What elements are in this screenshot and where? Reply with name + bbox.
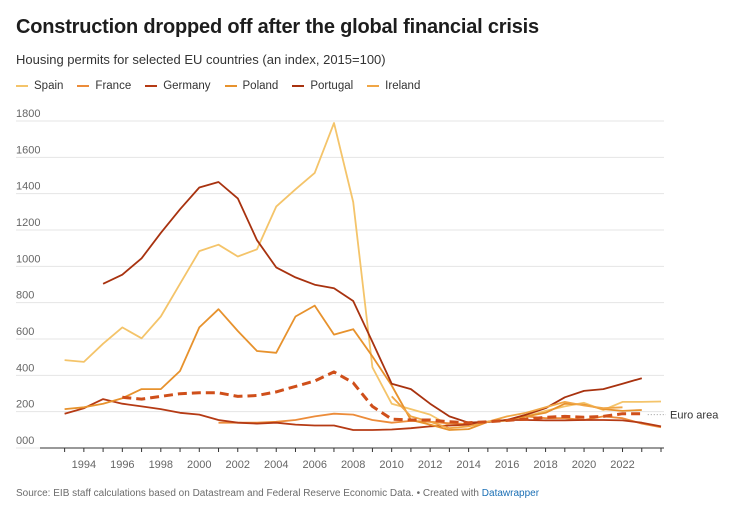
x-tick-label: 1994 bbox=[72, 459, 96, 471]
legend-swatch bbox=[16, 85, 28, 87]
y-axis-ticks: 1800 1600 1400 1200 1000 800 600 400 200 000 bbox=[16, 108, 40, 447]
series-line-euro-area[interactable] bbox=[122, 370, 642, 425]
legend-label: France bbox=[95, 80, 132, 92]
y-tick-label: 1600 bbox=[16, 144, 40, 156]
x-tick-label: 2004 bbox=[264, 459, 288, 471]
series-line-germany[interactable] bbox=[64, 398, 662, 431]
annotations: Euro area bbox=[647, 410, 719, 422]
x-tick-label: 1996 bbox=[110, 459, 134, 471]
x-tick-label: 2006 bbox=[302, 459, 326, 471]
x-tick-label: 2022 bbox=[610, 459, 634, 471]
legend-label: Spain bbox=[34, 80, 64, 92]
x-tick-label: 2020 bbox=[572, 459, 596, 471]
legend-swatch bbox=[145, 85, 158, 87]
y-tick-label: 400 bbox=[16, 362, 34, 374]
legend-item-poland: Poland bbox=[224, 80, 279, 92]
legend-swatch bbox=[367, 85, 380, 87]
y-tick-label: 800 bbox=[16, 290, 34, 302]
legend-item-ireland: Ireland bbox=[367, 80, 420, 92]
x-tick-label: 2000 bbox=[187, 459, 211, 471]
legend-swatch bbox=[77, 85, 90, 87]
gridlines bbox=[16, 120, 664, 449]
x-tick-label: 2016 bbox=[495, 459, 519, 471]
series-line-poland[interactable] bbox=[64, 304, 642, 431]
x-tick-label: 1998 bbox=[149, 459, 173, 471]
series-lines bbox=[64, 122, 662, 431]
x-tick-label: 2010 bbox=[379, 459, 403, 471]
series-line-spain[interactable] bbox=[64, 122, 662, 427]
series-line-ireland[interactable] bbox=[391, 395, 623, 430]
y-tick-label: 000 bbox=[16, 435, 34, 447]
x-axis-ticks: 1994 1996 1998 2000 2002 2004 2006 2008 2010 2012… bbox=[40, 447, 664, 471]
chart-title: Construction dropped off after the globa… bbox=[16, 16, 539, 38]
y-tick-label: 1800 bbox=[16, 108, 40, 120]
legend-item-portugal: Portugal bbox=[292, 80, 353, 92]
x-tick-label: 2002 bbox=[226, 459, 250, 471]
euro-area-label: Euro area bbox=[670, 410, 719, 422]
chart-subtitle: Housing permits for selected EU countrie… bbox=[16, 52, 386, 67]
x-tick-label: 2012 bbox=[418, 459, 442, 471]
legend-label: Portugal bbox=[310, 80, 354, 92]
legend-label: Ireland bbox=[385, 80, 421, 92]
x-tick-label: 2008 bbox=[341, 459, 365, 471]
legend-item-france: France bbox=[77, 80, 131, 92]
legend: Spain France Germany Poland Portugal Ireland bbox=[16, 80, 420, 92]
y-tick-label: 1000 bbox=[16, 253, 40, 265]
legend-label: Germany bbox=[163, 80, 211, 92]
legend-label: Poland bbox=[242, 80, 279, 92]
legend-swatch bbox=[292, 85, 305, 87]
datawrapper-link[interactable]: Datawrapper bbox=[481, 488, 540, 499]
footer: Source: EIB staff calculations based on … bbox=[16, 488, 539, 499]
legend-item-spain: Spain bbox=[16, 80, 63, 92]
x-tick-label: 2014 bbox=[456, 459, 480, 471]
legend-item-germany: Germany bbox=[145, 80, 211, 92]
legend-swatch bbox=[224, 85, 237, 87]
x-tick-label: 2018 bbox=[533, 459, 557, 471]
y-tick-label: 200 bbox=[16, 399, 34, 411]
y-tick-label: 1200 bbox=[16, 217, 40, 229]
y-tick-label: 1400 bbox=[16, 181, 40, 193]
y-tick-label: 600 bbox=[16, 326, 34, 338]
source-note: Source: EIB staff calculations based on … bbox=[16, 488, 482, 499]
